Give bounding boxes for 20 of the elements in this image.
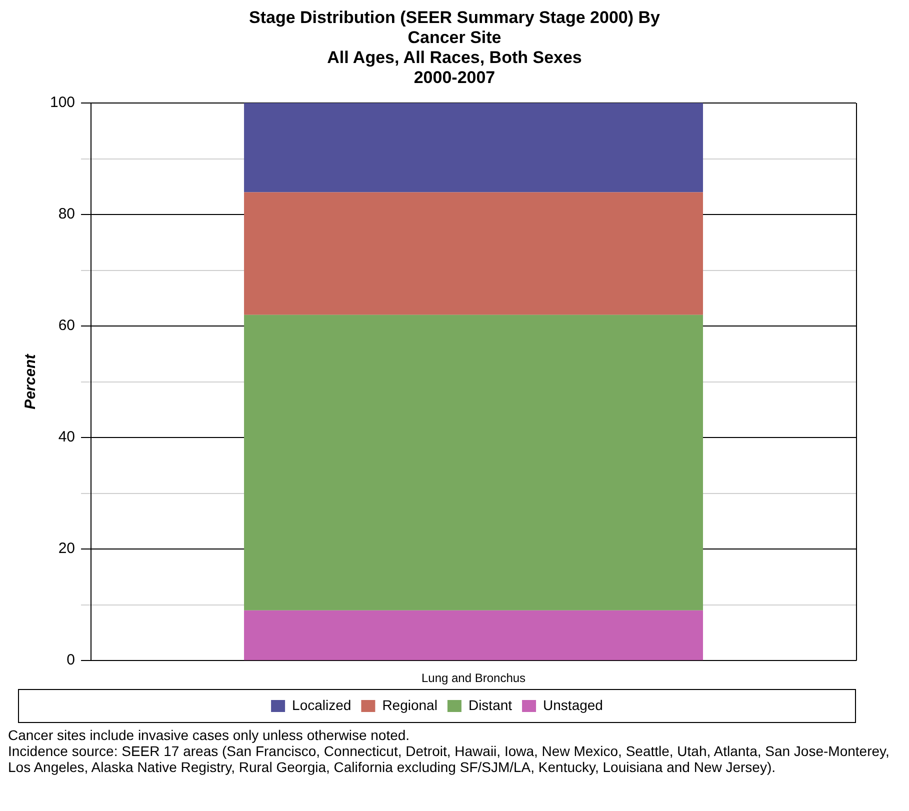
y-tick-label: 20 bbox=[58, 540, 76, 558]
text: Incidence source: SEER 17 areas (San Francisco, Connecticut, Detroit, Hawaii, Iowa, New Mexico, Seattle, Utah, Atlanta, San Jose-Monterey, Los Angeles, Alaska Native Registry, Rural Georgia, California excluding SF/SJM/LA, Kentucky, Louisiana and New Jersey). bbox=[8, 743, 890, 775]
y-tick-label: 40 bbox=[58, 428, 76, 446]
chart-title: Stage Distribution (SEER Summary Stage 2000) By Cancer Site bbox=[248, 8, 661, 48]
legend-label: Unstaged bbox=[543, 696, 603, 713]
y-tick-label: 80 bbox=[58, 206, 76, 223]
bar bbox=[244, 192, 704, 315]
y-tick-label: 100 bbox=[50, 94, 76, 112]
y-tick-label: 60 bbox=[58, 317, 76, 334]
bar bbox=[244, 103, 704, 192]
text: Cancer sites include invasive cases only unless otherwise noted. bbox=[8, 727, 411, 743]
y-tick-label: 0 bbox=[66, 652, 76, 669]
legend-label: Distant bbox=[468, 696, 512, 713]
legend-label: Localized bbox=[292, 696, 352, 713]
y-axis-title: Percent bbox=[22, 353, 40, 410]
bar bbox=[244, 610, 704, 660]
legend-label: Regional bbox=[382, 696, 438, 713]
x-tick-label: Lung and Bronchus bbox=[421, 671, 526, 686]
bar bbox=[244, 314, 704, 610]
chart-subtitle: All Ages, All Races, Both Sexes 2000-2007 bbox=[326, 48, 583, 88]
